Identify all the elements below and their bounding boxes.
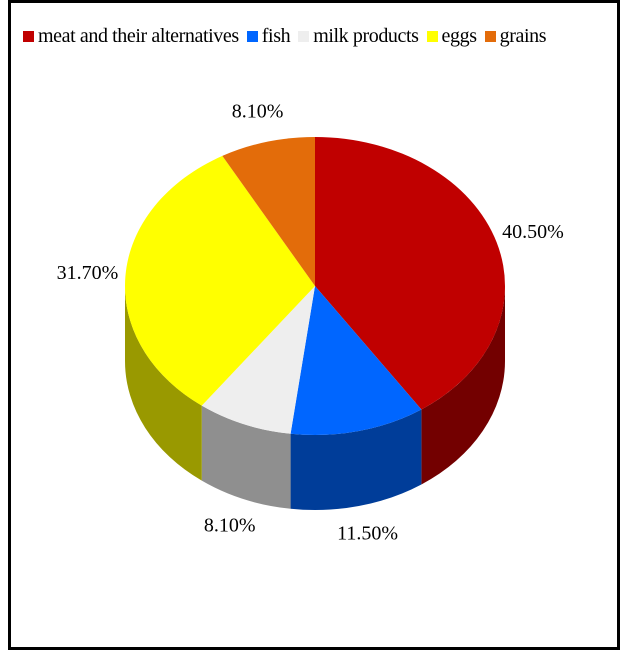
- data-label: 8.10%: [232, 101, 284, 123]
- slice: [201, 286, 315, 434]
- slice-side: [421, 286, 505, 485]
- legend-swatch: [484, 31, 496, 42]
- data-label: 11.50%: [337, 523, 398, 545]
- slice-side: [201, 405, 291, 509]
- chart-frame: meat and their alternatives fish milk prod…: [8, 0, 620, 650]
- legend-item: fish: [246, 25, 291, 48]
- data-label: 8.10%: [204, 514, 256, 536]
- legend-swatch: [23, 31, 34, 42]
- legend: meat and their alternatives fish milk prod…: [23, 25, 554, 48]
- legend-label: fish: [261, 25, 291, 47]
- slice: [125, 155, 315, 406]
- legend-swatch: [426, 31, 438, 42]
- legend-label: meat and their alternatives: [38, 25, 239, 47]
- data-label: 31.70%: [57, 262, 119, 284]
- slice: [290, 286, 422, 435]
- slice: [315, 137, 505, 410]
- legend-label: grains: [499, 25, 547, 47]
- legend-item: milk products: [298, 25, 419, 48]
- legend-label: eggs: [441, 25, 477, 47]
- legend-item: eggs: [426, 25, 477, 48]
- legend-item: meat and their alternatives: [23, 25, 239, 48]
- legend-label: milk products: [313, 25, 419, 47]
- slice-side: [290, 409, 422, 510]
- data-label: 40.50%: [502, 221, 564, 243]
- legend-swatch: [246, 31, 258, 42]
- legend-swatch: [298, 31, 310, 42]
- slice-side: [125, 286, 202, 481]
- slice: [222, 137, 315, 286]
- legend-item: grains: [484, 25, 547, 48]
